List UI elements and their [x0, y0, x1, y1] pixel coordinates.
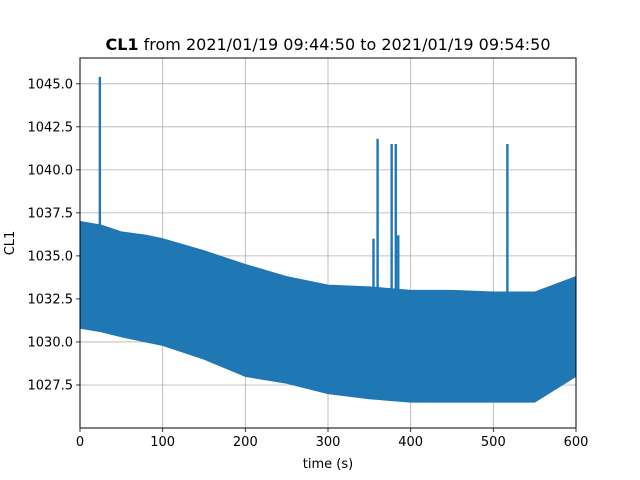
data-series [79, 76, 577, 403]
x-tick-label: 600 [564, 435, 589, 450]
x-tick-label: 200 [233, 435, 258, 450]
axis-ticks: 0 100 200 300 400 500 600 1027.5 1030.0 1032.5 103… [28, 77, 589, 450]
y-tick-label: 1042.5 [28, 120, 74, 135]
x-tick-label: 400 [398, 435, 423, 450]
chart-title-bold: CL1 [105, 35, 138, 54]
y-tick-label: 1035.0 [28, 249, 74, 264]
y-tick-label: 1030.0 [28, 335, 74, 350]
x-tick-label: 100 [150, 435, 175, 450]
y-tick-label: 1027.5 [28, 378, 74, 393]
x-tick-label: 300 [316, 435, 341, 450]
y-tick-label: 1032.5 [28, 292, 74, 307]
y-tick-label: 1040.0 [28, 163, 74, 178]
x-axis-label: time (s) [303, 457, 353, 472]
y-axis-label: CL1 [3, 231, 18, 256]
y-tick-label: 1037.5 [28, 206, 74, 221]
chart-title-rest: from 2021/01/19 09:44:50 to 2021/01/19 0… [139, 35, 551, 54]
chart-title: CL1 from 2021/01/19 09:44:50 to 2021/01/… [105, 35, 550, 54]
x-tick-label: 0 [76, 435, 84, 450]
y-tick-label: 1045.0 [28, 77, 74, 92]
x-tick-label: 500 [481, 435, 506, 450]
